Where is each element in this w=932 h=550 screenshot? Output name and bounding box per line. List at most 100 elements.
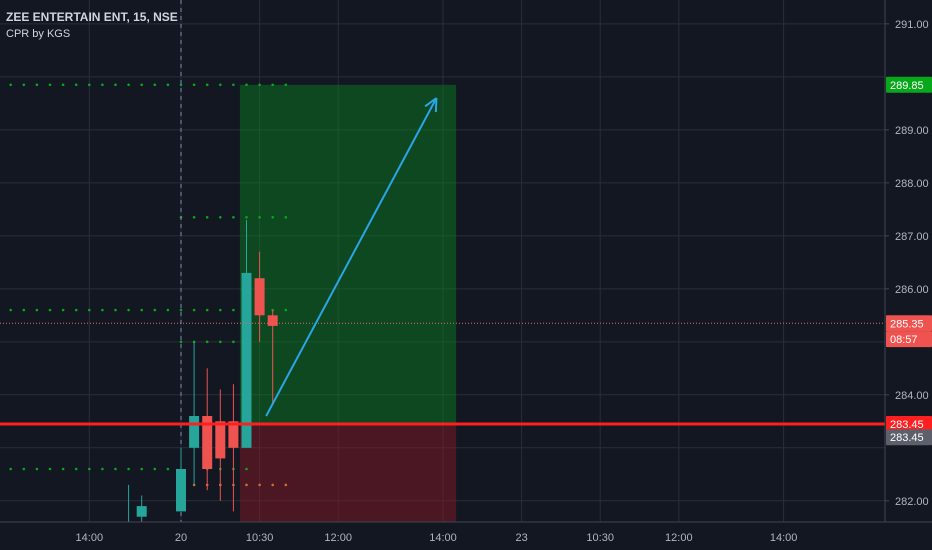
- cpr-level-dot: [9, 308, 12, 312]
- cpr-level-dot: [101, 308, 104, 312]
- cpr-level-dot: [166, 308, 170, 312]
- cpr-level-dot: [22, 308, 26, 312]
- price-tick-label: 284.00: [895, 390, 929, 402]
- cpr-level-dot: [88, 308, 91, 312]
- time-tick-label: 23: [515, 532, 527, 544]
- cpr-level-dot: [61, 83, 65, 87]
- cpr-level-dot: [245, 483, 248, 487]
- cpr-level-dot: [9, 467, 12, 471]
- price-label-text: 283.45: [890, 432, 924, 444]
- price-label-box: [886, 415, 932, 432]
- cpr-level-dot: [232, 215, 235, 219]
- price-label-text: 283.45: [890, 419, 924, 431]
- cpr-level-dot: [127, 83, 130, 87]
- candle-body: [267, 315, 278, 326]
- cpr-level-dot: [101, 467, 104, 471]
- cpr-level-dot: [140, 467, 143, 471]
- candle-body: [136, 506, 147, 517]
- cpr-level-dot: [74, 467, 78, 471]
- cpr-level-dot: [192, 83, 196, 87]
- cpr-level-dot: [179, 83, 183, 87]
- cpr-level-dot: [284, 83, 288, 87]
- candle-body: [241, 272, 252, 448]
- cpr-level-dot: [284, 308, 288, 312]
- time-tick-label: 12:00: [665, 532, 693, 544]
- indicator-label[interactable]: CPR by KGS: [6, 28, 71, 40]
- cpr-level-dot: [179, 308, 183, 312]
- time-tick-label: 20: [175, 532, 187, 544]
- profit-zone: [239, 84, 457, 424]
- cpr-level-dot: [232, 308, 235, 312]
- candle-body: [189, 416, 200, 448]
- price-tick-label: 286.00: [895, 284, 929, 296]
- cpr-level-dot: [114, 83, 117, 87]
- candles: [123, 219, 278, 528]
- cpr-level-dot: [140, 83, 143, 87]
- price-label-text: 285.35: [890, 318, 924, 330]
- cpr-level-dot: [127, 308, 130, 312]
- price-label-box: [886, 76, 932, 93]
- cpr-level-dot: [35, 83, 39, 87]
- price-tick-label: 289.00: [895, 125, 929, 137]
- price-label-text: 08:57: [890, 334, 918, 346]
- long-position-tool[interactable]: [239, 84, 457, 522]
- time-tick-label: 10:30: [246, 532, 274, 544]
- cpr-level-dot: [166, 83, 170, 87]
- candle-body: [228, 421, 239, 448]
- price-tick-label: 288.00: [895, 178, 929, 190]
- time-axis-background: [0, 522, 932, 550]
- time-tick-label: 14:00: [76, 532, 104, 544]
- cpr-level-dot: [140, 308, 143, 312]
- cpr-level-dot: [153, 83, 157, 87]
- horizontal-lines[interactable]: [0, 322, 885, 426]
- cpr-level-dot: [88, 467, 91, 471]
- time-axis[interactable]: 14:00 20 10:30 12:00 14:00 23 10:30 12:00 14:00: [0, 521, 932, 550]
- cpr-level-dot: [271, 83, 275, 87]
- cpr-level-dot: [88, 83, 91, 87]
- price-label-text: 289.85: [890, 80, 924, 92]
- cpr-level-dot: [219, 83, 222, 87]
- cpr-level-dot: [284, 483, 288, 487]
- cpr-level-dot: [245, 83, 248, 87]
- cpr-level-dot: [205, 308, 209, 312]
- candle-body: [254, 278, 265, 316]
- cpr-level-dot: [22, 83, 26, 87]
- cpr-level-dot: [284, 215, 288, 219]
- cpr-level-dot: [258, 215, 261, 219]
- cpr-level-dot: [219, 215, 222, 219]
- cpr-level-dot: [232, 340, 235, 344]
- cpr-level-dot: [271, 483, 275, 487]
- trend-arrow-line: [265, 97, 438, 417]
- cpr-level-dot: [245, 467, 248, 471]
- cpr-level-dot: [205, 340, 209, 344]
- cpr-level-dot: [179, 340, 183, 344]
- symbol-title[interactable]: ZEE ENTERTAIN ENT, 15, NSE: [6, 10, 178, 24]
- cpr-level-dot: [192, 215, 196, 219]
- cpr-level-dot: [166, 467, 170, 471]
- trend-arrow-head: [424, 97, 438, 108]
- cpr-level-dot: [219, 340, 222, 344]
- cpr-level-dot: [271, 215, 275, 219]
- cpr-level-dot: [258, 483, 261, 487]
- time-tick-label: 14:00: [429, 532, 457, 544]
- price-tick-label: 287.00: [895, 231, 929, 243]
- cpr-level-dot: [48, 308, 52, 312]
- cpr-level-dot: [22, 467, 26, 471]
- time-tick-label: 10:30: [586, 532, 614, 544]
- candle-body: [202, 416, 213, 470]
- candle-body: [215, 421, 226, 459]
- trend-arrow-head: [434, 97, 438, 113]
- cpr-level-dot: [232, 83, 235, 87]
- stop-zone: [239, 423, 457, 522]
- price-tick-label: 282.00: [895, 496, 929, 508]
- cpr-level-dot: [35, 467, 39, 471]
- cpr-level-dot: [205, 83, 209, 87]
- cpr-level-dot: [127, 467, 130, 471]
- cpr-level-dot: [192, 308, 196, 312]
- trend-arrow[interactable]: [265, 97, 438, 417]
- cpr-level-dot: [48, 467, 52, 471]
